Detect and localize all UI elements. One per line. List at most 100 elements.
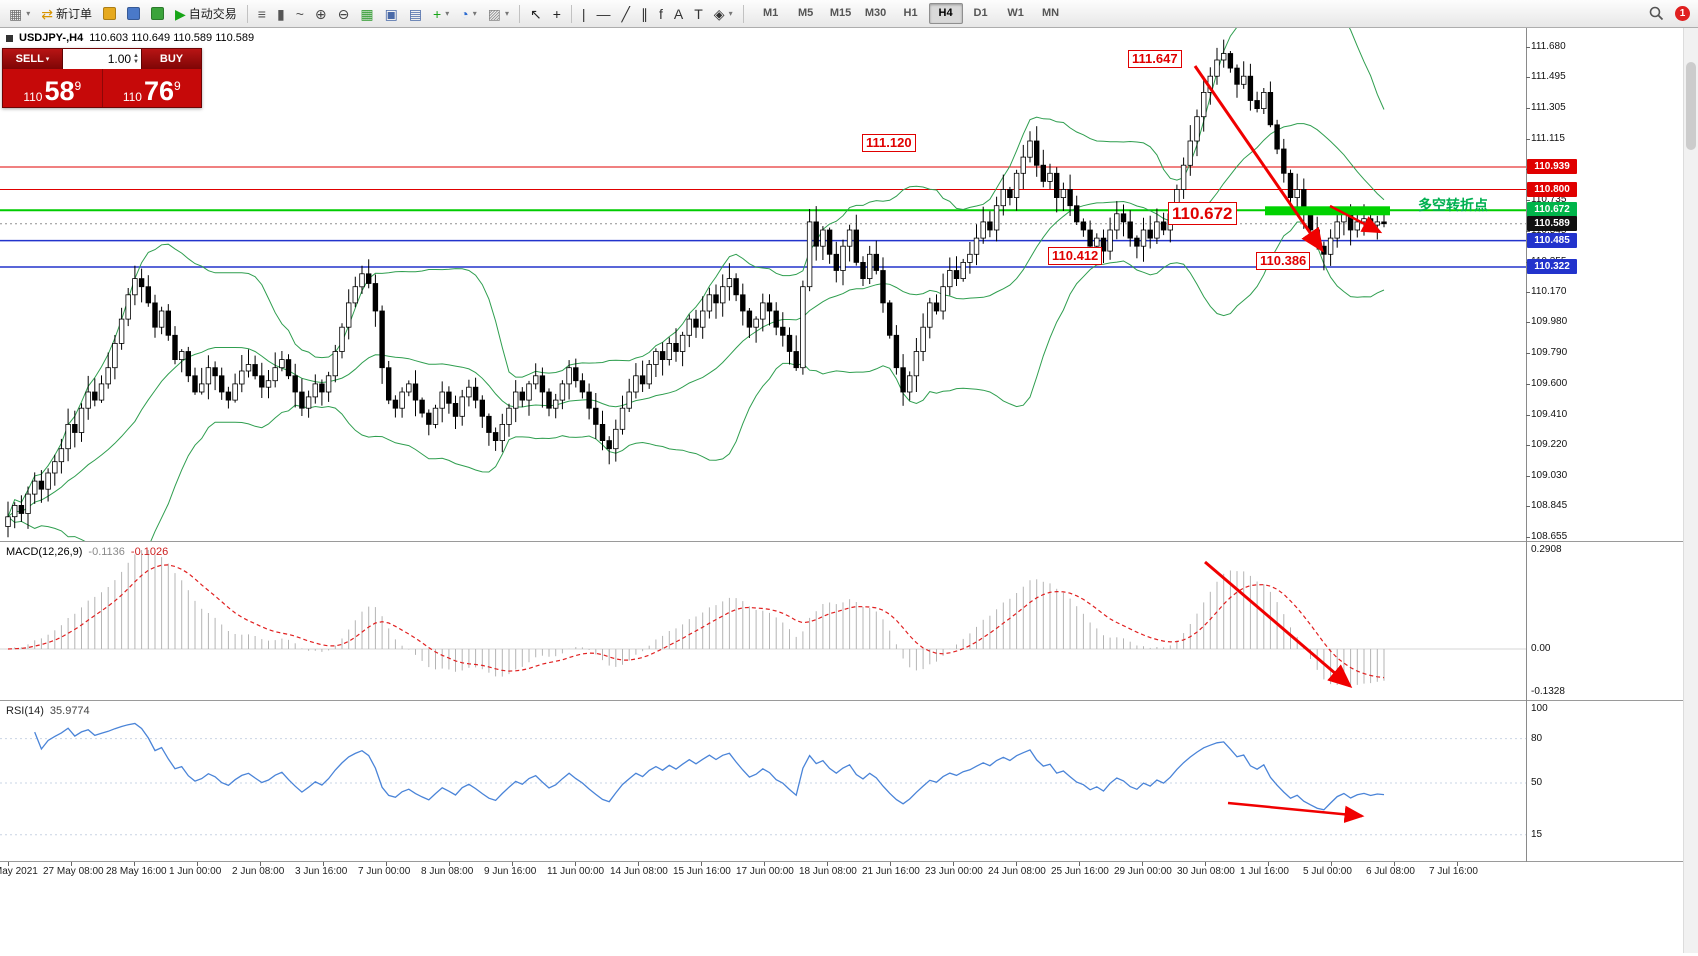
- time-axis-label: 3 Jun 16:00: [295, 866, 348, 877]
- price-badge-110939: 110.939: [1527, 159, 1577, 174]
- time-axis-tick: [134, 862, 135, 866]
- price-axis-label: 109.030: [1531, 470, 1568, 481]
- one-click-trading-panel: SELL ▾ 1.00 ▲ ▼ BUY 110 58 9 110: [2, 48, 202, 108]
- timeframe-m5[interactable]: M5: [797, 7, 814, 19]
- timeframe-m15[interactable]: M15: [829, 7, 852, 19]
- timeframe-d1[interactable]: D1: [973, 7, 988, 19]
- candle-chart-icon[interactable]: ▮: [276, 5, 285, 22]
- volume-field[interactable]: 1.00 ▲ ▼: [62, 49, 142, 69]
- hline-icon[interactable]: —: [596, 5, 611, 22]
- time-axis-tick: [827, 862, 828, 866]
- time-axis-tick: [701, 862, 702, 866]
- trendline-icon[interactable]: ╱: [621, 5, 630, 22]
- time-axis-label: 30 Jun 08:00: [1177, 866, 1235, 877]
- time-axis-label: 23 Jun 00:00: [925, 866, 983, 877]
- new-chart-icon[interactable]: ▦ ▾: [9, 5, 31, 22]
- text-icon[interactable]: A: [673, 5, 684, 22]
- timeframe-m1[interactable]: M1: [762, 7, 779, 19]
- price-axis-label: 109.220: [1531, 439, 1568, 450]
- timeframe-m30[interactable]: M30: [864, 7, 887, 19]
- price-axis-tick: [1526, 292, 1530, 293]
- cursor-icon[interactable]: ↖: [529, 5, 542, 22]
- timeframe-group: M1 M5 M15 M30 H1 H4 D1 W1 MN: [754, 3, 1068, 24]
- timeframe-h4[interactable]: H4: [928, 3, 963, 24]
- chart-area[interactable]: USDJPY-,H4 110.603 110.649 110.589 110.5…: [0, 28, 1698, 881]
- price-badge-110800: 110.800: [1527, 182, 1577, 197]
- vline-icon[interactable]: |: [581, 5, 586, 22]
- time-axis-label: 26 May 2021: [0, 866, 38, 877]
- time-axis-label: 21 Jun 16:00: [862, 866, 920, 877]
- macd-axis-label: 0.00: [1531, 643, 1551, 654]
- buy-price[interactable]: 110 76 9: [122, 76, 181, 106]
- shapes-icon[interactable]: ◈ ▾: [713, 5, 733, 22]
- time-axis-tick: [1457, 862, 1458, 866]
- price-axis-tick: [1526, 476, 1530, 477]
- new-order-button[interactable]: ⇄ 新订单: [41, 5, 92, 22]
- price-axis-label: 111.115: [1531, 133, 1565, 144]
- line-chart-icon[interactable]: ~: [295, 5, 304, 22]
- time-axis-label: 14 Jun 08:00: [610, 866, 668, 877]
- arrange-windows-icon[interactable]: ▤: [408, 5, 423, 22]
- scrollbar-thumb[interactable]: [1686, 62, 1696, 150]
- bar-chart-icon[interactable]: ≡: [257, 5, 266, 22]
- panel-separator[interactable]: [0, 541, 1684, 542]
- price-axis-tick: [1526, 537, 1530, 538]
- toolbar-separator: [742, 4, 744, 23]
- tile-windows-icon[interactable]: ▦: [360, 5, 374, 22]
- time-axis-tick: [575, 862, 576, 866]
- cascade-windows-icon[interactable]: ▣: [384, 5, 398, 22]
- time-axis-tick: [1331, 862, 1332, 866]
- market-watch-icon[interactable]: [122, 2, 145, 26]
- rsi-axis-label: 80: [1531, 733, 1543, 744]
- timeframe-h1[interactable]: H1: [903, 7, 918, 19]
- price-chart[interactable]: [0, 28, 1526, 541]
- macd-panel[interactable]: [0, 542, 1526, 700]
- rsi-value: 35.9774: [49, 705, 90, 717]
- time-axis-label: 27 May 08:00: [43, 866, 104, 877]
- symbol-icon: [6, 34, 13, 42]
- macd-signal-value: -0.1026: [130, 546, 169, 558]
- time-axis-label: 24 Jun 08:00: [988, 866, 1046, 877]
- time-axis-tick: [1016, 862, 1017, 866]
- label-icon[interactable]: T: [694, 5, 703, 22]
- toolbar: ▦ ▾ ⇄ 新订单 ▶ 自动交易 ≡ ▮ ~ ⊕ ⊖ ▦ ▣ ▤ + ▾ ◔ ▾ ▨ ▾ ↖ + | — ╱ ∥ f A T ◈ ▾ M1 M…: [0, 0, 1698, 28]
- time-axis-tick: [1142, 862, 1143, 866]
- price-axis-tick: [1526, 231, 1530, 232]
- volume-up-icon[interactable]: ▲: [133, 53, 139, 59]
- volume-down-icon[interactable]: ▼: [133, 59, 139, 65]
- strategy-tester-icon[interactable]: [146, 2, 169, 26]
- rsi-header: RSI(14) 35.9774: [6, 705, 90, 717]
- templates-icon[interactable]: ▨ ▾: [487, 5, 509, 22]
- autotrading-button[interactable]: ▶ 自动交易: [175, 5, 237, 22]
- price-axis-label: 108.655: [1531, 531, 1568, 542]
- symbol-name: USDJPY-,H4: [19, 32, 84, 44]
- symbol-ohlc: 110.603 110.649 110.589 110.589: [89, 32, 255, 44]
- zoom-in-icon[interactable]: ⊕: [314, 5, 327, 22]
- rsi-panel[interactable]: [0, 701, 1526, 861]
- panel-separator[interactable]: [0, 700, 1684, 701]
- indicators-icon[interactable]: + ▾: [433, 5, 450, 22]
- buy-button[interactable]: BUY: [142, 49, 201, 69]
- toolbar-separator: [246, 4, 248, 23]
- sell-button[interactable]: SELL ▾: [3, 49, 62, 69]
- notification-badge[interactable]: 1: [1675, 6, 1690, 21]
- macd-main-value: -0.1136: [88, 546, 125, 558]
- channel-icon[interactable]: ∥: [640, 5, 648, 22]
- timeframe-mn[interactable]: MN: [1042, 7, 1060, 19]
- price-badge-110589: 110.589: [1527, 216, 1577, 231]
- price-axis-label: 109.410: [1531, 409, 1568, 420]
- sell-price[interactable]: 110 58 9: [3, 69, 103, 107]
- time-axis-label: 28 May 16:00: [106, 866, 167, 877]
- vertical-scrollbar[interactable]: [1683, 28, 1698, 953]
- crosshair-icon[interactable]: +: [552, 5, 561, 22]
- fibonacci-icon[interactable]: f: [658, 5, 663, 22]
- volume-value: 1.00: [107, 52, 132, 66]
- sell-options-arrow-icon[interactable]: ▾: [45, 56, 50, 63]
- price-axis-tick: [1526, 77, 1530, 78]
- periods-icon[interactable]: ◔ ▾: [460, 5, 477, 22]
- zoom-out-icon[interactable]: ⊖: [337, 5, 350, 22]
- timeframe-w1[interactable]: W1: [1007, 7, 1024, 19]
- metaeditor-icon[interactable]: [98, 2, 121, 26]
- search-icon[interactable]: [1644, 2, 1669, 26]
